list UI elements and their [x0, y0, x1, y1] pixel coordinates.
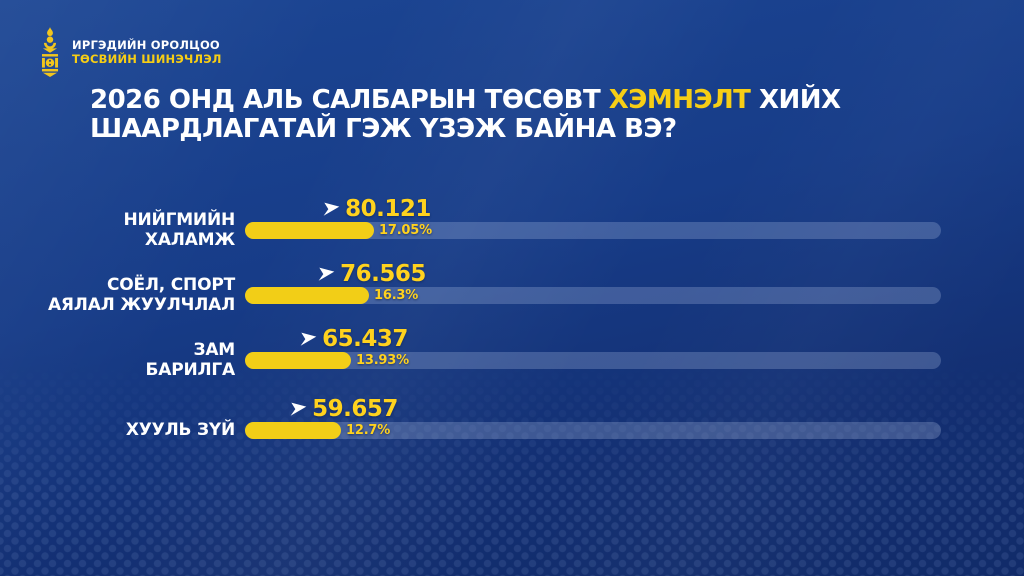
chart-row: СОЁЛ, СПОРТ АЯЛАЛ ЖУУЛЧЛАЛ 76.565 16.3%	[0, 261, 1024, 315]
value-number: 59.657	[312, 396, 398, 422]
trend-arrow-icon	[318, 267, 335, 282]
bar-fill	[245, 352, 351, 369]
value-number: 80.121	[345, 196, 431, 222]
value-label: 65.437	[300, 327, 408, 352]
category-label: НИЙГМИЙН ХАЛАМЖ	[123, 210, 235, 250]
trend-arrow-icon	[290, 402, 307, 417]
percent-label: 17.05%	[379, 223, 432, 238]
page-title: 2026 ОНД АЛЬ САЛБАРЫН ТӨСӨВТ ХЭМНЭЛТ ХИЙ…	[90, 86, 850, 144]
chart-row: ХУУЛЬ ЗҮЙ 59.657 12.7%	[0, 396, 1024, 446]
soyombo-icon	[41, 27, 59, 77]
percent-label: 12.7%	[346, 423, 391, 438]
brand-logo: ИРГЭДИЙН ОРОЛЦОО ТӨСВИЙН ШИНЭЧЛЭЛ	[38, 27, 222, 77]
bar-fill	[245, 422, 341, 439]
category-label: ХУУЛЬ ЗҮЙ	[125, 420, 235, 440]
trend-arrow-icon	[300, 332, 317, 347]
title-highlight: ХЭМНЭЛТ	[608, 85, 751, 115]
value-label: 59.657	[290, 397, 398, 422]
bar-fill	[245, 222, 374, 239]
bar-track	[245, 287, 941, 304]
chart-row: ЗАМ БАРИЛГА 65.437 13.93%	[0, 326, 1024, 380]
bar-track	[245, 352, 941, 369]
value-number: 76.565	[340, 261, 426, 287]
title-segment: ХИЙХ	[750, 85, 841, 115]
value-label: 76.565	[318, 262, 426, 287]
brand-line-2: ТӨСВИЙН ШИНЭЧЛЭЛ	[72, 52, 222, 66]
bar-track	[245, 222, 941, 239]
trend-arrow-icon	[323, 202, 340, 217]
title-line-2: ШААРДЛАГАТАЙ ГЭЖ ҮЗЭЖ БАЙНА ВЭ?	[90, 114, 677, 144]
percent-label: 13.93%	[356, 353, 409, 368]
brand-line-1: ИРГЭДИЙН ОРОЛЦОО	[72, 38, 220, 52]
brand-text: ИРГЭДИЙН ОРОЛЦОО ТӨСВИЙН ШИНЭЧЛЭЛ	[72, 38, 222, 66]
category-label: ЗАМ БАРИЛГА	[145, 340, 235, 380]
category-label: СОЁЛ, СПОРТ АЯЛАЛ ЖУУЛЧЛАЛ	[47, 275, 235, 315]
bar-fill	[245, 287, 369, 304]
value-number: 65.437	[322, 326, 408, 352]
percent-label: 16.3%	[374, 288, 419, 303]
title-segment: 2026 ОНД АЛЬ САЛБАРЫН ТӨСӨВТ	[90, 85, 609, 115]
chart-row: НИЙГМИЙН ХАЛАМЖ 80.121 17.05%	[0, 196, 1024, 250]
bar-track	[245, 422, 941, 439]
background-dot-pattern	[0, 361, 1024, 576]
value-label: 80.121	[323, 197, 431, 222]
